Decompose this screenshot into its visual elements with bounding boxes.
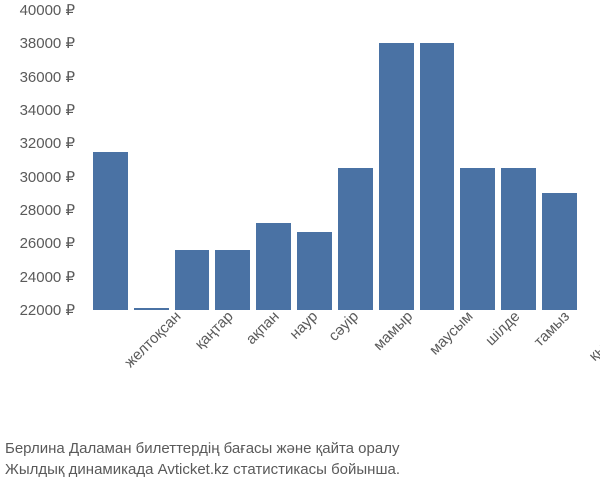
bar <box>338 168 373 310</box>
caption-line-2: Жылдық динамикада Avticket.kz статистика… <box>5 459 595 480</box>
y-tick-label: 34000 ₽ <box>20 101 75 119</box>
caption-line-1: Берлина Даламан билеттердің бағасы және … <box>5 438 595 459</box>
bar <box>297 232 332 310</box>
bar <box>175 250 210 310</box>
chart-container: 22000 ₽ 24000 ₽ 26000 ₽ 28000 ₽ 30000 ₽ 32000… <box>0 0 600 500</box>
bar <box>256 223 291 310</box>
y-tick-label: 26000 ₽ <box>20 234 75 252</box>
bars-group <box>85 10 585 310</box>
bar <box>379 43 414 310</box>
bar <box>501 168 536 310</box>
bar <box>134 308 169 310</box>
y-tick-label: 40000 ₽ <box>20 1 75 19</box>
y-tick-label: 24000 ₽ <box>20 268 75 286</box>
chart-caption: Берлина Даламан билеттердің бағасы және … <box>5 438 595 480</box>
y-tick-label: 36000 ₽ <box>20 68 75 86</box>
y-axis: 22000 ₽24000 ₽26000 ₽28000 ₽30000 ₽32000… <box>0 10 80 310</box>
y-tick-label: 30000 ₽ <box>20 168 75 186</box>
x-axis: желтоқсанқаңтарақпаннаурсәуірмамырмаусым… <box>85 315 585 435</box>
bar <box>215 250 250 310</box>
y-tick-label: 28000 ₽ <box>20 201 75 219</box>
plot-area <box>85 10 585 310</box>
y-tick-label: 22000 ₽ <box>20 301 75 319</box>
bar <box>460 168 495 310</box>
y-tick-label: 38000 ₽ <box>20 34 75 52</box>
bar <box>93 152 128 310</box>
bar <box>542 193 577 310</box>
y-tick-label: 32000 ₽ <box>20 134 75 152</box>
bar <box>420 43 455 310</box>
